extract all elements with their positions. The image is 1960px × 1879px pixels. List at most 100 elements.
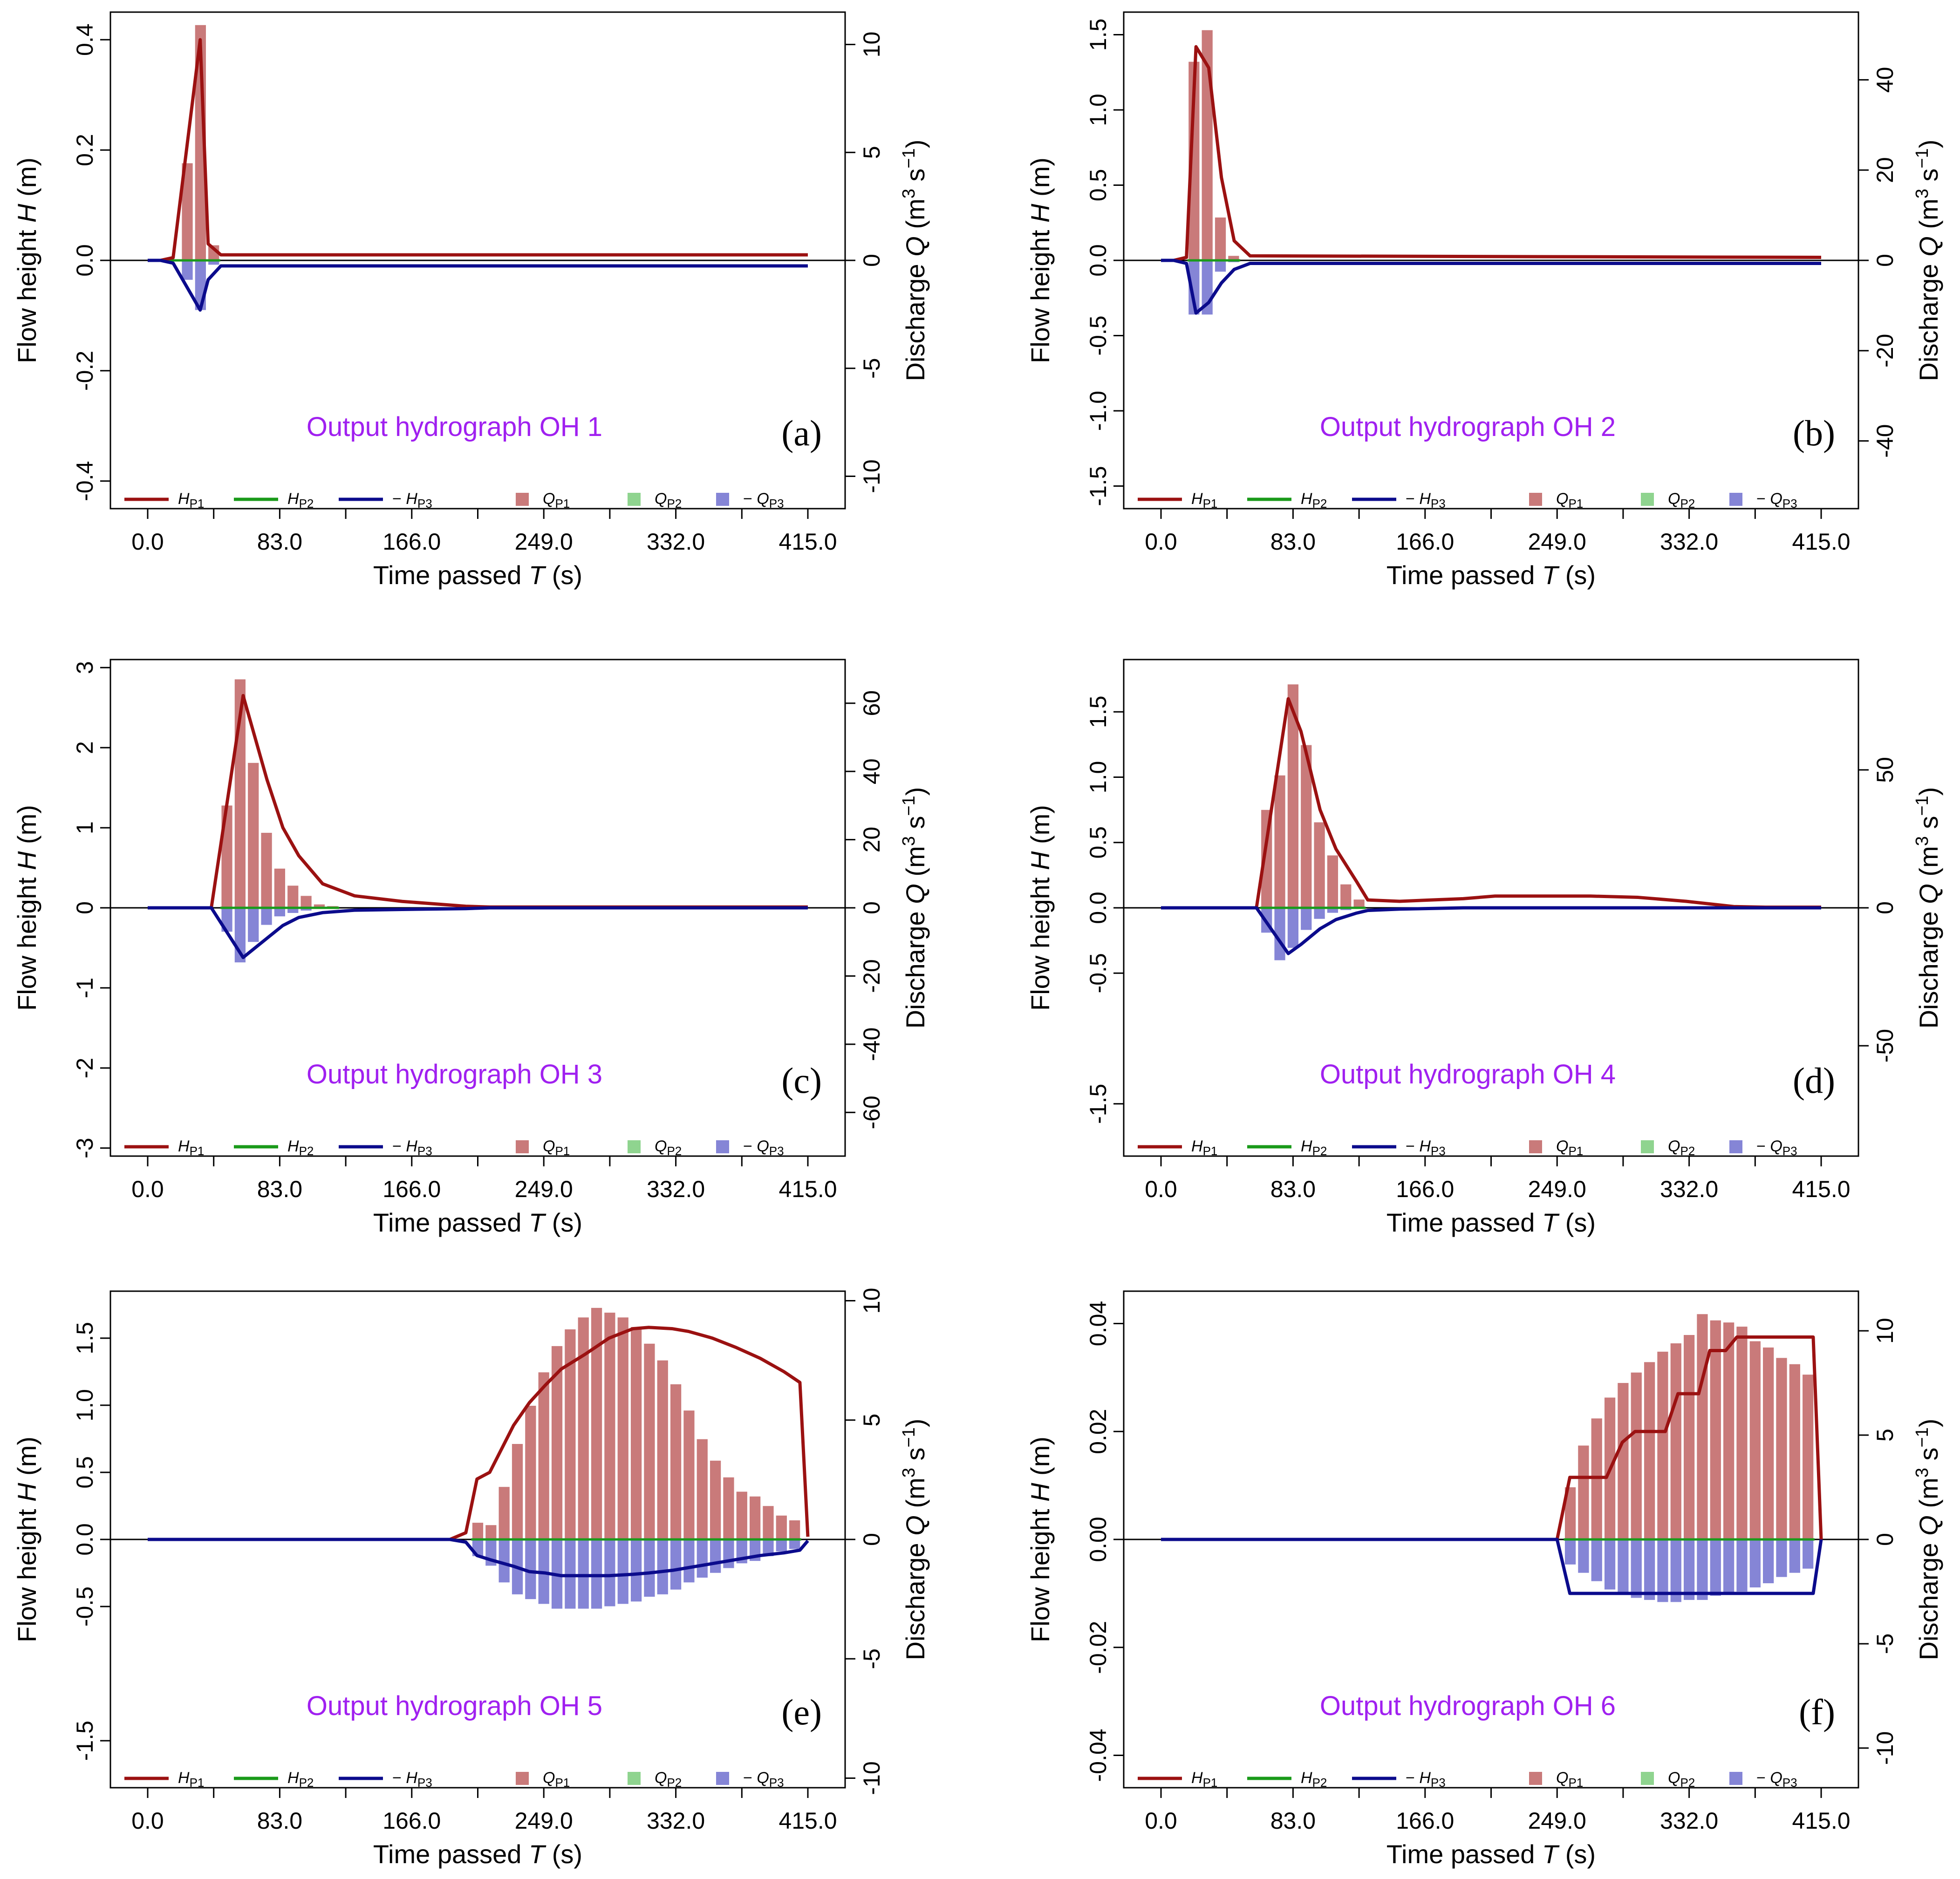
bar-qp3 <box>1604 1539 1616 1590</box>
legend-item-hp3: − HP3 <box>339 490 432 511</box>
legend-label: QP1 <box>543 1769 570 1790</box>
bar-qp3 <box>1710 1539 1721 1596</box>
x-tick-label: 166.0 <box>1396 1808 1454 1834</box>
bar-qp1 <box>512 1444 523 1539</box>
bar-qp1 <box>261 832 272 908</box>
legend-label: − HP3 <box>1406 1769 1446 1790</box>
bar-qp3 <box>1287 908 1299 948</box>
legend-item-qp2: QP2 <box>1641 1137 1695 1158</box>
x-tick-label: 166.0 <box>1396 529 1454 555</box>
y-left-tick-label: -0.02 <box>1085 1621 1111 1674</box>
y-right-tick-label: -5 <box>1872 1634 1898 1654</box>
legend-swatch-box <box>716 1772 729 1785</box>
legend-item-hp1: HP1 <box>1138 490 1217 511</box>
bar-qp3 <box>1564 1539 1576 1565</box>
y-left-axis-label: Flow height H (m) <box>12 1436 41 1642</box>
y-right-tick-label: 0 <box>859 1533 885 1546</box>
bar-qp1 <box>697 1439 708 1539</box>
bar-qp3 <box>1697 1539 1708 1600</box>
legend-item-hp2: HP2 <box>234 490 314 511</box>
y-right-axis-label: Discharge Q (m3 s−1) <box>1912 1419 1943 1661</box>
y-left-tick-label: -1.0 <box>1085 391 1111 431</box>
x-axis-label: Time passed T (s) <box>1386 1208 1596 1237</box>
legend-label: HP1 <box>1191 1137 1217 1158</box>
bar-qp3 <box>1736 1539 1748 1592</box>
bar-qp3 <box>248 908 259 942</box>
y-left-tick-label: 2 <box>72 741 98 754</box>
bar-qp1 <box>1697 1314 1708 1539</box>
series-line-hp3 <box>1161 259 1821 315</box>
legend-item-hp2: HP2 <box>1247 490 1327 511</box>
chart-panel-c: 0.0 83.0 166.0 249.0 332.0 415.0 -3 -2 -1 0 1 2 3 -60… <box>12 659 930 1237</box>
bar-qp3 <box>1314 908 1325 919</box>
legend-item-hp2: HP2 <box>234 1137 314 1158</box>
bar-qp1 <box>565 1329 576 1539</box>
legend-item-qp1: QP1 <box>516 1137 570 1158</box>
bar-qp1 <box>644 1343 655 1539</box>
bar-qp3 <box>697 1539 708 1578</box>
bar-qp1 <box>604 1313 615 1539</box>
chart-panel-a: 0.0 83.0 166.0 249.0 332.0 415.0 -0.4 -0.2 0.0 0.… <box>12 11 930 590</box>
bar-qp1 <box>1578 1445 1589 1539</box>
bar-qp3 <box>1618 1539 1629 1594</box>
bar-qp3 <box>1578 1539 1589 1573</box>
panel-title: Output hydrograph OH 2 <box>1320 412 1616 442</box>
y-right-tick-label: -10 <box>859 1761 885 1795</box>
bar-qp3 <box>789 1539 800 1549</box>
y-left-tick-label: 0.2 <box>72 134 98 166</box>
legend-label: HP1 <box>178 1137 204 1158</box>
legend-label: − HP3 <box>392 1137 432 1158</box>
series-line-hp3 <box>148 1538 809 1578</box>
bar-qp3 <box>604 1539 615 1607</box>
series-line-hp1 <box>1161 697 1821 910</box>
legend-item-hp1: HP1 <box>1138 1137 1217 1158</box>
x-axis-label: Time passed T (s) <box>1386 1839 1596 1869</box>
legend-label: HP1 <box>178 490 204 511</box>
bar-qp1 <box>1301 745 1312 908</box>
y-left-tick-label: 0.5 <box>1085 826 1111 859</box>
legend-item-qp3: − QP3 <box>1729 490 1797 511</box>
y-right-axis-label: Discharge Q (m3 s−1) <box>1912 787 1943 1029</box>
panel-title: Output hydrograph OH 4 <box>1320 1059 1616 1089</box>
series-line-hp1 <box>148 38 808 262</box>
bar-qp1 <box>472 1523 484 1539</box>
x-tick-label: 332.0 <box>1660 1808 1718 1834</box>
bar-qp3 <box>1327 908 1339 913</box>
y-right-tick-label: 40 <box>1872 67 1898 93</box>
y-left-tick-label: 1.5 <box>1085 19 1111 51</box>
y-right-tick-label: -20 <box>1872 334 1898 368</box>
bar-qp1 <box>630 1327 642 1539</box>
bar-qp1 <box>1789 1364 1800 1539</box>
series-line-hp3 <box>148 906 808 960</box>
legend-item-hp3: − HP3 <box>1352 1769 1446 1790</box>
legend-item-qp2: QP2 <box>628 1769 682 1790</box>
legend-label: − HP3 <box>392 490 432 511</box>
bar-qp1 <box>1188 61 1200 260</box>
bar-qp1 <box>1564 1487 1576 1539</box>
y-right-tick-label: 0 <box>859 254 885 267</box>
x-tick-label: 249.0 <box>515 1808 573 1834</box>
y-right-tick-label: 40 <box>859 758 885 784</box>
y-right-tick-label: 5 <box>1872 1429 1898 1442</box>
panel-letter: (f) <box>1799 1692 1835 1732</box>
x-tick-label: 83.0 <box>257 1176 302 1202</box>
y-left-tick-label: 1.0 <box>72 1389 98 1422</box>
y-left-tick-label: -2 <box>72 1058 98 1078</box>
legend-label: HP1 <box>1191 1769 1217 1790</box>
y-left-tick-label: -0.04 <box>1085 1729 1111 1782</box>
y-left-axis-label: Flow height H (m) <box>12 805 41 1011</box>
legend-swatch-box <box>1529 493 1542 506</box>
x-axis-label: Time passed T (s) <box>1386 560 1596 590</box>
legend-label: − QP3 <box>1756 1769 1797 1790</box>
legend-label: QP1 <box>543 490 570 511</box>
y-right-axis-label: Discharge Q (m3 s−1) <box>1912 140 1943 381</box>
y-left-tick-label: -1.5 <box>1085 1084 1111 1124</box>
y-left-tick-label: 0.5 <box>72 1456 98 1489</box>
y-left-tick-label: -0.5 <box>72 1586 98 1627</box>
series-line-hp1 <box>148 1326 810 1541</box>
x-tick-label: 0.0 <box>131 1808 164 1834</box>
legend-item-hp3: − HP3 <box>339 1137 432 1158</box>
bar-qp1 <box>1340 884 1352 908</box>
bar-qp3 <box>1776 1539 1787 1577</box>
bar-qp3 <box>723 1539 734 1568</box>
